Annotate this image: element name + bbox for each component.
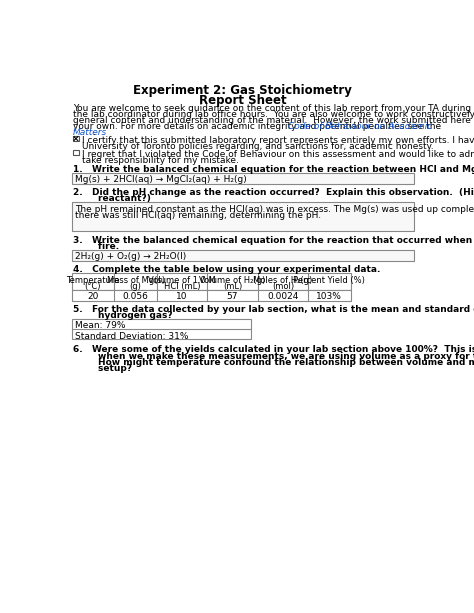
Text: (°C): (°C) bbox=[85, 282, 101, 291]
Text: Percent Yield (%): Percent Yield (%) bbox=[293, 276, 365, 285]
Text: Report Sheet: Report Sheet bbox=[199, 94, 287, 107]
Text: (g): (g) bbox=[130, 282, 142, 291]
Text: Mean: 79%: Mean: 79% bbox=[75, 321, 125, 330]
Text: Volume of H₂(g): Volume of H₂(g) bbox=[200, 276, 265, 285]
Text: HCl (mL): HCl (mL) bbox=[164, 282, 201, 291]
Text: Volume of 1.0 M: Volume of 1.0 M bbox=[148, 276, 216, 285]
Text: take responsibility for my mistake.: take responsibility for my mistake. bbox=[82, 156, 239, 165]
Text: setup?: setup? bbox=[73, 364, 132, 373]
Text: I certify that this submitted laboratory report represents entirely my own effor: I certify that this submitted laboratory… bbox=[82, 136, 474, 145]
FancyBboxPatch shape bbox=[72, 273, 351, 290]
FancyBboxPatch shape bbox=[73, 136, 79, 142]
FancyBboxPatch shape bbox=[72, 173, 414, 184]
Text: 0.0024: 0.0024 bbox=[267, 292, 299, 301]
Text: How might temperature confound the relationship between volume and moles of gas : How might temperature confound the relat… bbox=[73, 358, 474, 367]
Text: 57: 57 bbox=[227, 292, 238, 301]
Text: the lab coordinator during lab office hours.  You are also welcome to work const: the lab coordinator during lab office ho… bbox=[73, 110, 474, 119]
Text: 1.   Write the balanced chemical equation for the reaction between HCl and Mg.: 1. Write the balanced chemical equation … bbox=[73, 165, 474, 174]
Text: (mol): (mol) bbox=[272, 282, 294, 291]
FancyBboxPatch shape bbox=[72, 202, 414, 232]
Text: You are welcome to seek guidance on the content of this lab report from your TA : You are welcome to seek guidance on the … bbox=[73, 104, 474, 113]
Text: 10: 10 bbox=[176, 292, 188, 301]
Text: your own. For more details on academic integrity and potential penalties see the: your own. For more details on academic i… bbox=[73, 122, 444, 131]
Text: I regret that I violated the Code of Behaviour on this assessment and would like: I regret that I violated the Code of Beh… bbox=[82, 150, 474, 159]
Text: 0.056: 0.056 bbox=[123, 292, 148, 301]
Text: general content and understanding of the material.  However, the work submitted : general content and understanding of the… bbox=[73, 116, 474, 125]
Text: Mass of Mg(s): Mass of Mg(s) bbox=[107, 276, 164, 285]
Text: (mL): (mL) bbox=[223, 282, 242, 291]
Text: 20: 20 bbox=[87, 292, 99, 301]
Text: 2H₂(g) + O₂(g) → 2H₂O(l): 2H₂(g) + O₂(g) → 2H₂O(l) bbox=[75, 252, 186, 261]
Text: .: . bbox=[93, 128, 96, 137]
Text: 2.   Did the pH change as the reaction occurred?  Explain this observation.  (Hi: 2. Did the pH change as the reaction occ… bbox=[73, 188, 474, 197]
Text: Experiment 2: Gas Stoichiometry: Experiment 2: Gas Stoichiometry bbox=[134, 83, 352, 97]
FancyBboxPatch shape bbox=[72, 250, 414, 261]
Text: 103%: 103% bbox=[317, 292, 342, 301]
Text: 6.   Were some of the yields calculated in your lab section above 100%?  This is: 6. Were some of the yields calculated in… bbox=[73, 345, 474, 354]
Text: hydrogen gas?: hydrogen gas? bbox=[73, 311, 173, 321]
FancyBboxPatch shape bbox=[73, 150, 79, 155]
Text: The pH remained constant as the HCl(aq) was in excess. The Mg(s) was used up com: The pH remained constant as the HCl(aq) … bbox=[75, 205, 474, 214]
Text: University of Toronto policies regarding, and sanctions for, academic honesty.: University of Toronto policies regarding… bbox=[82, 142, 434, 151]
Text: fire.: fire. bbox=[73, 242, 119, 251]
Text: Mg(s) + 2HCl(aq) → MgCl₂(aq) + H₂(g): Mg(s) + 2HCl(aq) → MgCl₂(aq) + H₂(g) bbox=[75, 175, 246, 184]
Text: reactant?): reactant?) bbox=[73, 194, 151, 204]
Text: Standard Deviation: 31%: Standard Deviation: 31% bbox=[75, 332, 188, 340]
Text: Code of Behaviour on Academic: Code of Behaviour on Academic bbox=[288, 122, 432, 131]
Text: there was still HCl(aq) remaining, determining the pH.: there was still HCl(aq) remaining, deter… bbox=[75, 211, 321, 221]
FancyBboxPatch shape bbox=[72, 319, 251, 339]
Text: Moles of H₂(g): Moles of H₂(g) bbox=[253, 276, 312, 285]
Text: 3.   Write the balanced chemical equation for the reaction that occurred when th: 3. Write the balanced chemical equation … bbox=[73, 236, 474, 245]
Text: 4.   Complete the table below using your experimental data.: 4. Complete the table below using your e… bbox=[73, 265, 381, 274]
FancyBboxPatch shape bbox=[72, 290, 351, 301]
Text: Matters: Matters bbox=[73, 128, 108, 137]
Text: when we make these measurements, we are using volume as a proxy for the number o: when we make these measurements, we are … bbox=[73, 351, 474, 360]
Text: 5.   For the data collected by your lab section, what is the mean and standard d: 5. For the data collected by your lab se… bbox=[73, 305, 474, 314]
Text: Temperature: Temperature bbox=[66, 276, 120, 285]
